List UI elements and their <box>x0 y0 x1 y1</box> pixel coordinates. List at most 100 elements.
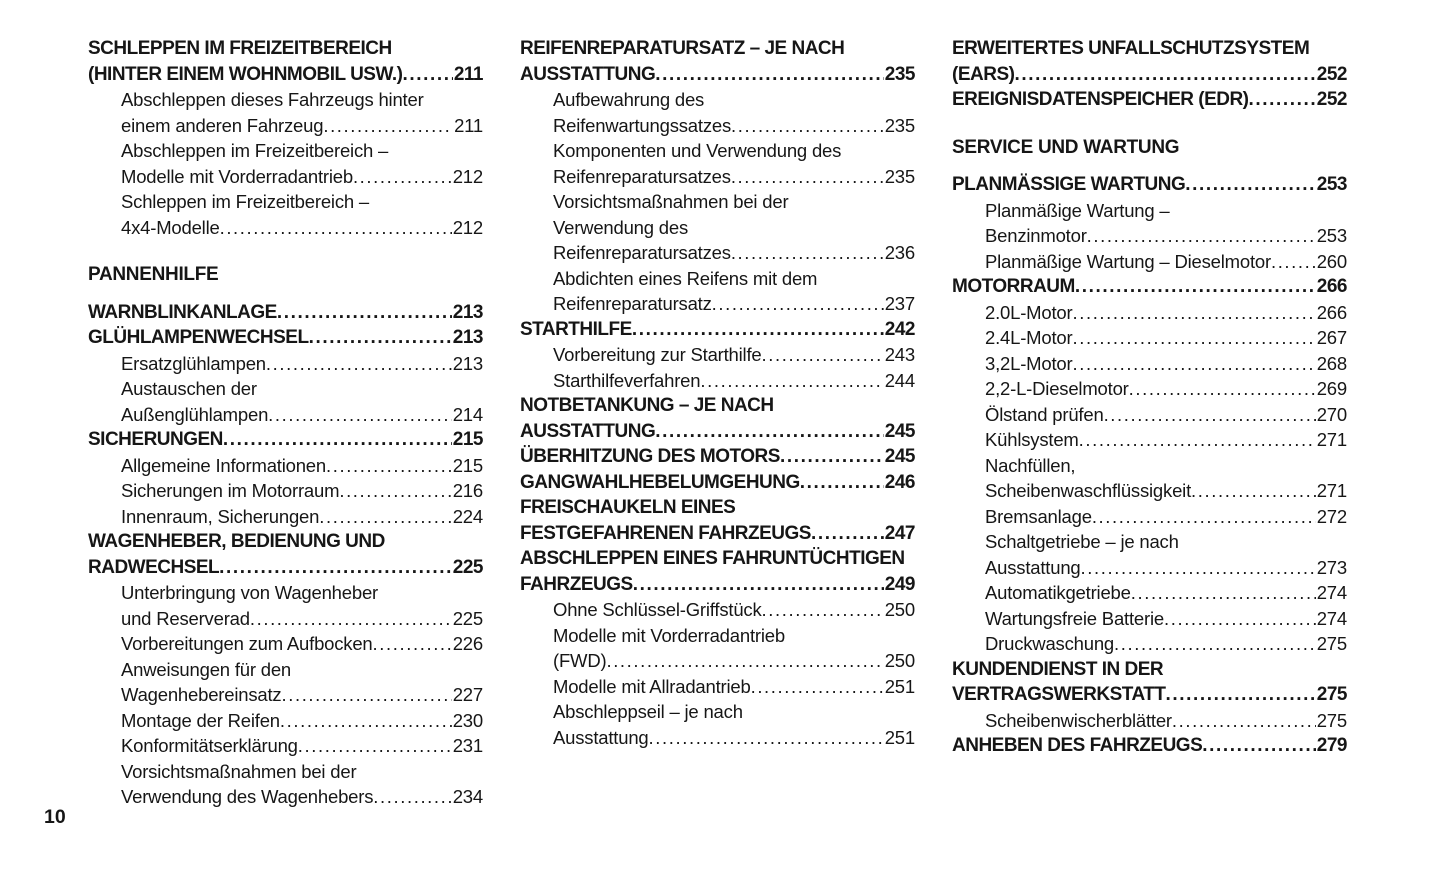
dot-leader <box>319 504 452 530</box>
toc-sub-entry: Ohne Schlüssel-Griffstück 250 <box>520 597 915 623</box>
dot-leader <box>1087 223 1316 249</box>
toc-page-number: 242 <box>884 318 916 340</box>
toc-sub-entry: Abschleppen im Freizeitbereich – Modelle … <box>88 138 483 189</box>
dot-leader <box>323 113 453 139</box>
toc-page-number: 270 <box>1316 403 1347 425</box>
toc-page-number: 266 <box>1316 301 1347 323</box>
dot-leader <box>1072 300 1315 326</box>
toc-entry-label: ERWEITERTES UNFALLSCHUTZSYSTEM <box>952 38 1310 59</box>
toc-chapter-entry: MOTORRAUM 266 <box>952 274 1348 300</box>
toc-chapter-entry: SCHLEPPEN IM FREIZEITBEREICH (HINTER EINE… <box>88 36 484 88</box>
toc-entry-label: Abschleppseil – je nach <box>553 701 743 722</box>
toc-entry-label: Planmäßige Wartung – Dieselmotor <box>985 250 1271 272</box>
toc-chapter-entry: WARNBLINKANLAGE 213 <box>88 300 484 326</box>
dot-leader <box>700 368 883 394</box>
toc-sub-entry: Kühlsystem 271 <box>952 427 1347 453</box>
toc-entry-label: Automatikgetriebe <box>985 582 1131 603</box>
toc-entry-label: Scheibenwischerblätter <box>985 709 1172 731</box>
dot-leader <box>751 674 884 700</box>
toc-entry-label: REIFENREPARATURSATZ – JE NACH <box>520 38 845 59</box>
dot-leader <box>280 708 452 734</box>
toc-page-number: 279 <box>1316 735 1348 756</box>
toc-page-number: 245 <box>884 420 916 442</box>
toc-sub-entry: Modelle mit Allradantrieb 251 <box>520 674 915 700</box>
toc-sub-entry: Schleppen im Freizeitbereich – 4x4-Modell… <box>88 189 483 240</box>
dot-leader <box>712 291 884 317</box>
toc-entry-label: Starthilfeverfahren <box>553 369 701 391</box>
toc-page-number: 252 <box>1316 89 1348 110</box>
toc-page-number: 224 <box>452 505 483 527</box>
toc-sub-entry: Montage der Reifen 230 <box>88 708 483 734</box>
toc-chapter-entry: EREIGNISDATENSPEICHER (EDR) 252 <box>952 87 1348 113</box>
toc-entry-label: Sicherungen im Motorraum <box>121 480 340 501</box>
toc-page-number: 215 <box>452 429 484 450</box>
toc-sub-entry: Planmäßige Wartung – Dieselmotor 260 <box>952 249 1347 275</box>
toc-entry-label: WARNBLINKANLAGE <box>88 301 277 323</box>
toc-entry-label: GANGWAHLHEBELUMGEHUNG <box>520 471 800 493</box>
toc-entry-label: 3,2L-Motor <box>985 352 1073 374</box>
toc-page-number: 231 <box>452 735 483 756</box>
toc-entry-label: MOTORRAUM <box>952 276 1075 297</box>
toc-entry-label: Ohne Schlüssel-Griffstück <box>553 599 762 620</box>
toc-chapter-entry: WAGENHEBER, BEDIENUNG UND RADWECHSEL 225 <box>88 529 484 581</box>
toc-page-number: 260 <box>1316 250 1347 272</box>
table-of-contents: SCHLEPPEN IM FREIZEITBEREICH (HINTER EINE… <box>88 36 1348 810</box>
dot-leader <box>402 62 452 88</box>
toc-entry-label: Vorbereitungen zum Aufbocken <box>121 633 373 654</box>
toc-chapter-entry: SICHERUNGEN 215 <box>88 427 484 453</box>
toc-sub-entry: Vorsichtsmaßnahmen bei der Verwendung des… <box>520 189 915 266</box>
toc-sub-entry: Aufbewahrung des Reifenwartungssatzes 235 <box>520 87 915 138</box>
dot-leader <box>1072 351 1315 377</box>
dot-leader <box>1166 682 1316 708</box>
toc-entry-label: SERVICE UND WARTUNG <box>952 136 1180 158</box>
toc-page-number: 243 <box>884 344 915 365</box>
toc-page-number: 275 <box>1316 684 1348 705</box>
toc-page-number: 274 <box>1316 607 1347 629</box>
dot-leader <box>1172 708 1316 734</box>
dot-leader <box>1114 631 1316 657</box>
toc-page-number: 237 <box>884 293 915 314</box>
toc-page-number: 244 <box>884 369 915 391</box>
dot-leader <box>1072 325 1315 351</box>
toc-page-number: 230 <box>452 709 483 731</box>
dot-leader <box>1104 402 1316 428</box>
toc-sub-entry: Abdichten eines Reifens mit dem Reifenrep… <box>520 266 915 317</box>
toc-page-number: 251 <box>884 675 915 697</box>
dot-leader <box>1075 274 1316 300</box>
toc-entry-label: Kühlsystem <box>985 429 1079 450</box>
dot-leader <box>281 682 451 708</box>
toc-sub-entry: Planmäßige Wartung – Benzinmotor 253 <box>952 198 1347 249</box>
toc-sub-entry: Allgemeine Informationen 215 <box>88 453 483 479</box>
toc-entry-label: (FWD) <box>553 650 607 671</box>
toc-page-number: 247 <box>884 522 916 544</box>
toc-chapter-entry: FREISCHAUKELN EINES FESTGEFAHRENEN FAHRZE… <box>520 495 916 546</box>
toc-chapter-entry: ÜBERHITZUNG DES MOTORS 245 <box>520 444 916 470</box>
toc-column-left: SCHLEPPEN IM FREIZEITBEREICH (HINTER EINE… <box>88 36 484 810</box>
toc-chapter-entry: GANGWAHLHEBELUMGEHUNG 246 <box>520 470 916 496</box>
toc-page-number: 273 <box>1316 556 1347 578</box>
toc-sub-entry: Abschleppen dieses Fahrzeugs hinter einem… <box>88 87 483 138</box>
toc-sub-entry: Unterbringung von Wagenheber und Reserver… <box>88 580 483 631</box>
toc-entry-label: VERTRAGSWERKSTATT <box>952 684 1166 705</box>
toc-page-number: 211 <box>454 114 483 136</box>
toc-entry-label: 2,2-L-Dieselmotor <box>985 378 1129 399</box>
toc-page-number: 271 <box>1316 480 1347 501</box>
toc-entry-label: Vorbereitung zur Starthilfe <box>553 344 762 365</box>
toc-sub-entry: Innenraum, Sicherungen 224 <box>88 504 483 530</box>
toc-entry-label: Druckwaschung <box>985 633 1115 654</box>
toc-entry-label: FESTGEFAHRENEN FAHRZEUGS <box>520 522 811 544</box>
toc-page-number: 235 <box>884 63 916 85</box>
toc-entry-label: Komponenten und Verwendung des <box>553 140 842 161</box>
toc-entry-label: Verwendung des <box>553 216 689 238</box>
dot-leader <box>219 555 452 581</box>
toc-entry-label: Anweisungen für den <box>121 658 292 680</box>
toc-entry-label: Nachfüllen, <box>985 454 1076 476</box>
dot-leader <box>1202 733 1316 759</box>
toc-sub-entry: 2.0L-Motor 266 <box>952 300 1347 326</box>
toc-sub-entry: Bremsanlage 272 <box>952 504 1347 530</box>
toc-page-number: 271 <box>1316 429 1347 450</box>
footer-page-number: 10 <box>44 806 66 828</box>
toc-sub-entry: Schaltgetriebe – je nach Ausstattung 273 <box>952 529 1347 580</box>
dot-leader <box>277 300 452 326</box>
dot-leader <box>373 784 451 810</box>
